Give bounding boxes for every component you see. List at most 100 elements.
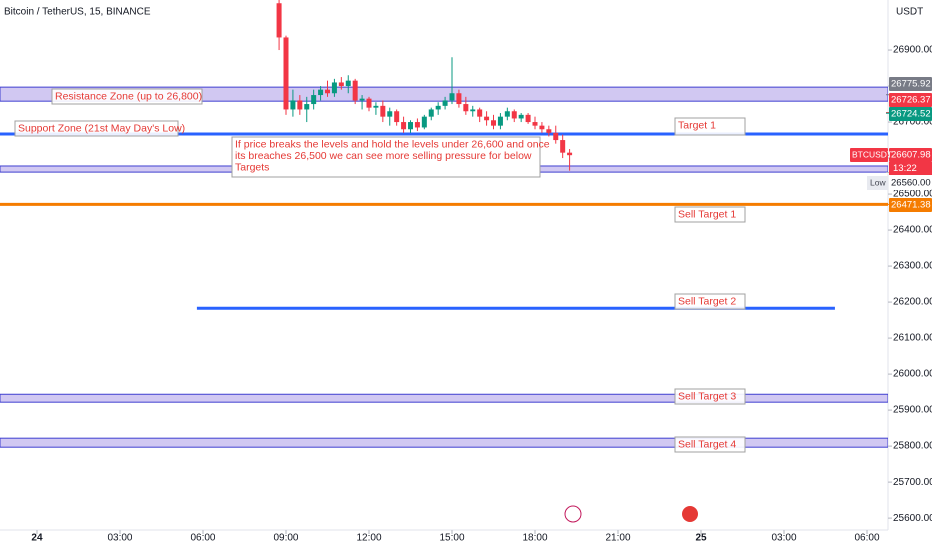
candle-body [511, 111, 517, 119]
candle-body [484, 116, 490, 121]
candle-body [318, 89, 324, 96]
y-tick-label: 26200.00 [893, 297, 932, 308]
x-tick-label: 25 [695, 533, 707, 544]
annotation-text: Support Zone (21st May Day's Low) [18, 122, 185, 134]
x-tick-label: 24 [31, 533, 43, 544]
annotation-box [14, 120, 179, 137]
candle-body [435, 105, 441, 110]
candle-body [304, 104, 310, 110]
candle-body [560, 140, 566, 153]
annotation-text: Sell Target 2 [678, 295, 736, 307]
candle-body [546, 129, 552, 133]
low-label: Low [870, 177, 886, 187]
candle-body [421, 116, 427, 128]
y-tick-label: 26500.00 [893, 189, 932, 200]
low-box [867, 176, 888, 190]
candle-body [366, 98, 372, 108]
price-label: 26471.38 [891, 200, 931, 211]
candle-body [567, 152, 573, 156]
x-tick-label: 03:00 [107, 533, 132, 544]
y-tick-label: 25800.00 [893, 441, 932, 452]
y-tick-label: 26900.00 [893, 45, 932, 56]
candle-body [345, 80, 351, 87]
candle-body [311, 95, 317, 105]
event-icon[interactable] [564, 505, 582, 523]
candle-body [394, 111, 400, 123]
price-label-box [889, 176, 932, 190]
annotation-text: Target 1 [678, 119, 716, 131]
annotation-text: If price breaks the levels and hold the … [235, 138, 550, 150]
event-icon[interactable] [682, 506, 698, 522]
x-tick-label: 06:00 [855, 533, 880, 544]
countdown-box [889, 162, 932, 175]
x-tick-label: 09:00 [273, 533, 298, 544]
annotation-text: its breaches 26,500 we can see more sell… [235, 150, 532, 162]
chart-title: Bitcoin / TetherUS, 15, BINANCE [4, 7, 151, 18]
annotation-box [674, 206, 746, 223]
x-tick-label: 21:00 [605, 533, 630, 544]
annotation-box [674, 436, 746, 453]
price-label-box [889, 93, 932, 107]
x-tick-label: 06:00 [190, 533, 215, 544]
annotation-box [51, 88, 203, 105]
price-label-box [889, 77, 932, 91]
y-tick-label: 25700.00 [893, 477, 932, 488]
candle-body [380, 105, 386, 117]
price-label: 26607.98 [891, 150, 931, 161]
annotation-text: Resistance Zone (up to 26,800) [55, 90, 202, 102]
candle-body [477, 109, 483, 117]
candle-body [401, 122, 407, 130]
price-label-box [889, 198, 932, 212]
price-label-box [889, 107, 932, 121]
candle-body [408, 122, 414, 130]
price-label-box [889, 148, 932, 162]
candle-body [352, 80, 358, 101]
x-tick-label: 15:00 [439, 533, 464, 544]
annotation-text: Sell Target 4 [678, 438, 736, 450]
candle-body [470, 109, 476, 112]
y-tick-label: 25900.00 [893, 405, 932, 416]
candle-body [297, 100, 303, 110]
candle-body [518, 114, 524, 119]
candle-body [539, 125, 545, 130]
candle-body [491, 120, 497, 126]
candle-body [338, 82, 344, 87]
price-label: 26726.37 [891, 95, 931, 106]
candle-body [325, 89, 331, 94]
annotation-text: Targets [235, 161, 269, 173]
y-tick-label: 26700.00 [893, 117, 932, 128]
countdown: 13:22 [893, 163, 917, 174]
candle-body [456, 93, 462, 105]
candle-body [283, 37, 289, 110]
y-tick-label: 26300.00 [893, 261, 932, 272]
annotation-text: Sell Target 1 [678, 208, 736, 220]
x-tick-label: 03:00 [771, 533, 796, 544]
y-tick-label: 26100.00 [893, 333, 932, 344]
candle-body [428, 109, 434, 117]
annotation-box [231, 136, 541, 178]
price-label: 26724.52 [891, 109, 931, 120]
zone [0, 437, 888, 448]
y-tick-label: 26000.00 [893, 369, 932, 380]
y-tick-label: 25600.00 [893, 513, 932, 524]
price-label: 26560.00 [891, 178, 931, 189]
symbol-box [850, 148, 888, 162]
annotation-text: Sell Target 3 [678, 390, 736, 402]
candle-body [532, 122, 538, 126]
candle-body [276, 3, 282, 38]
y-tick-label: 26400.00 [893, 225, 932, 236]
candle-body [373, 105, 379, 108]
candle-body [331, 82, 337, 94]
candle-body [414, 122, 420, 128]
x-tick-label: 18:00 [522, 533, 547, 544]
x-tick-label: 12:00 [356, 533, 381, 544]
candle-body [442, 100, 448, 106]
zone [0, 393, 888, 403]
candle-body [553, 132, 559, 141]
candle-body [525, 114, 531, 123]
candle-body [359, 98, 365, 101]
candle-body [387, 111, 393, 117]
price-label: 26775.92 [891, 79, 931, 90]
